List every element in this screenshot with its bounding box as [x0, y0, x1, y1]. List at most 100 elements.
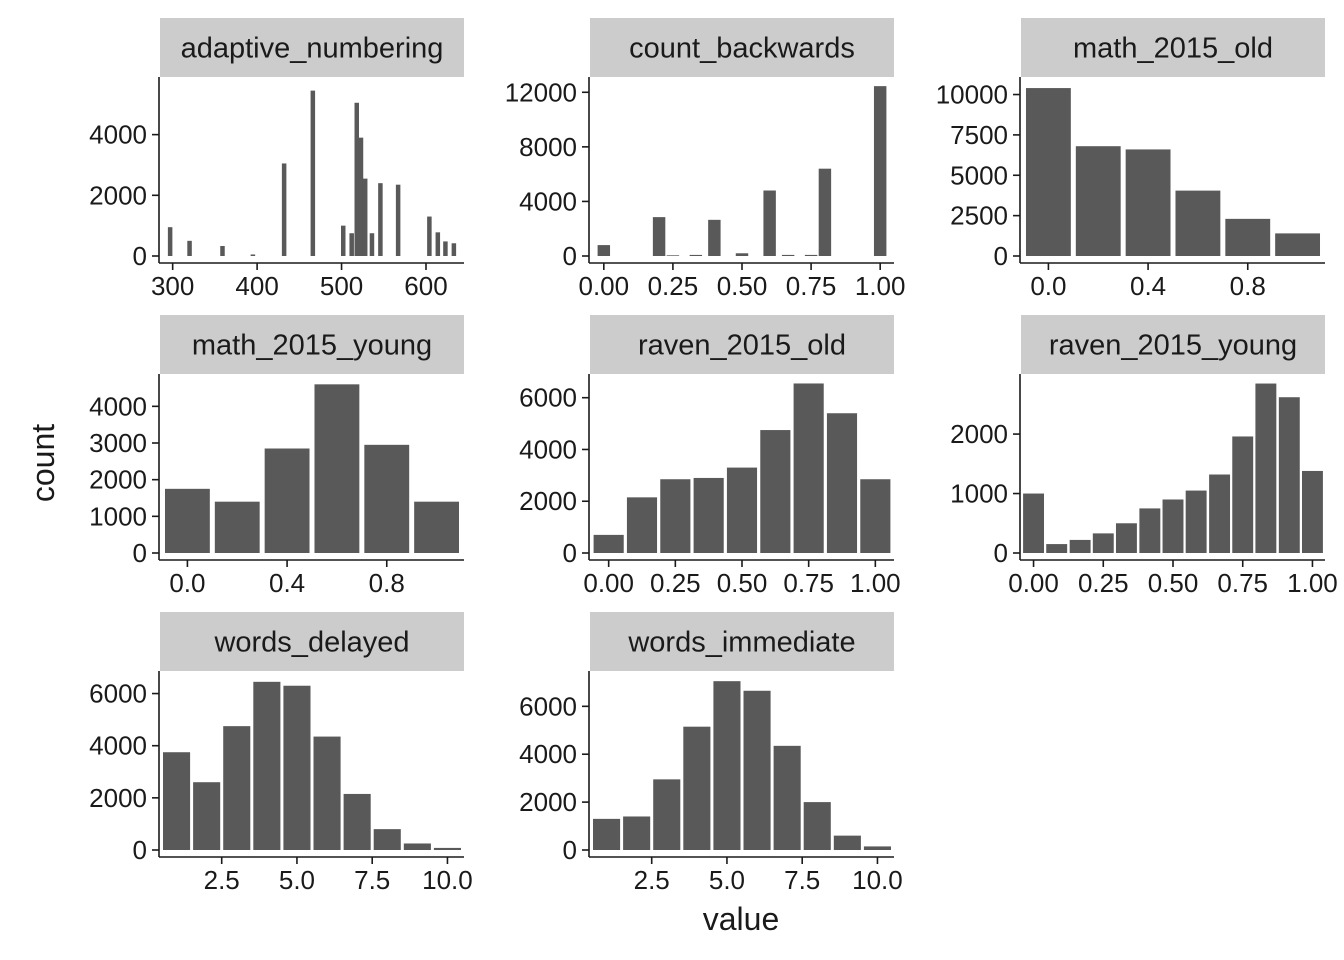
bar: [873, 86, 887, 256]
bar: [713, 681, 741, 850]
y-tick-label: 2500: [950, 201, 1008, 231]
panel-words_delayed: words_delayed 0 2000 4000 6000 2.5 5.0 7.5 10.0: [89, 612, 473, 895]
bar: [1255, 383, 1277, 553]
bar: [283, 685, 311, 850]
x-tick-label: 7.5: [354, 865, 390, 895]
bar: [735, 253, 749, 256]
bar: [443, 241, 448, 256]
bar: [167, 227, 173, 256]
bar: [860, 479, 891, 553]
y-tick-label: 0: [994, 538, 1008, 568]
bar: [163, 752, 191, 850]
bar: [358, 137, 364, 256]
bar: [597, 245, 611, 256]
y-tick-label: 2000: [89, 465, 147, 495]
strip-bg: [160, 18, 464, 77]
bar: [1046, 544, 1068, 553]
x-tick-label: 0.0: [169, 568, 205, 598]
bar: [364, 444, 410, 553]
bar: [763, 190, 776, 256]
x-tick-label: 10.0: [422, 865, 473, 895]
x-tick-label: 0.25: [650, 568, 701, 598]
panel-math_2015_old: math_2015_old 0 2500 5000 7500 10000 0.0 0.4 0.8: [936, 18, 1325, 301]
panel-math_2015_young: math_2015_young 0 1000 2000 3000 4000 0.0 0.4 0.…: [89, 315, 464, 598]
strip-label: words_immediate: [627, 627, 855, 659]
bar: [349, 233, 354, 256]
x-tick-label: 0.4: [269, 568, 305, 598]
bar: [826, 413, 858, 553]
strip-label: raven_2015_old: [638, 330, 846, 362]
panel-words_immediate: words_immediate 0 2000 4000 6000 2.5 5.0 7.5 10.…: [519, 612, 903, 895]
bar: [593, 534, 624, 553]
bar: [354, 102, 360, 256]
y-tick-label: 2000: [519, 486, 577, 516]
bar: [1125, 149, 1171, 256]
bar: [1185, 490, 1207, 553]
y-tick-label: 0: [133, 538, 147, 568]
bar: [343, 793, 371, 850]
y-tick-label: 0: [133, 241, 147, 271]
bar: [264, 448, 310, 553]
bar: [708, 219, 721, 256]
strip-label: count_backwards: [629, 33, 855, 65]
bar: [414, 501, 460, 553]
y-tick-label: 6000: [519, 383, 577, 413]
bar: [626, 497, 658, 553]
bar: [220, 245, 225, 256]
bar: [781, 254, 795, 256]
y-tick-label: 8000: [519, 132, 577, 162]
bar: [743, 690, 771, 850]
x-tick-label: 0.25: [648, 271, 699, 301]
x-tick-label: 0.8: [1230, 271, 1266, 301]
bar: [818, 168, 832, 256]
x-tick-label: 5.0: [709, 865, 745, 895]
bar: [652, 217, 666, 256]
x-tick-label: 0.4: [1130, 271, 1166, 301]
strip-label: math_2015_old: [1073, 33, 1273, 65]
bar: [373, 829, 401, 850]
bar: [310, 90, 316, 257]
x-tick-label: 1.00: [1287, 568, 1338, 598]
bar: [187, 240, 192, 256]
bar: [833, 835, 861, 850]
bar: [1301, 470, 1323, 553]
x-tick-label: 5.0: [279, 865, 315, 895]
panels-layer: adaptive_numbering 0 2000 4000 300 400 500 600 c…: [89, 18, 1338, 895]
bar: [666, 255, 680, 256]
panel-raven_2015_old: raven_2015_old 0 2000 4000 6000 0.00 0.25 0.50 0…: [519, 315, 901, 598]
bar: [653, 779, 681, 850]
y-tick-label: 0: [563, 241, 577, 271]
bar: [1023, 493, 1045, 553]
y-tick-label: 3000: [89, 428, 147, 458]
y-tick-label: 4000: [89, 391, 147, 421]
bar: [369, 233, 375, 256]
bar: [1209, 474, 1231, 553]
strip-label: raven_2015_young: [1049, 330, 1297, 362]
y-tick-label: 2000: [519, 787, 577, 817]
bar: [1069, 539, 1091, 553]
strip-label: adaptive_numbering: [181, 33, 444, 65]
strip-bg: [1021, 315, 1325, 374]
bar: [623, 816, 651, 850]
bar: [433, 847, 461, 850]
y-tick-label: 6000: [89, 679, 147, 709]
bar: [693, 477, 724, 553]
x-tick-label: 0.0: [1030, 271, 1066, 301]
y-tick-label: 7500: [950, 120, 1008, 150]
x-tick-label: 0.50: [717, 568, 768, 598]
bar: [1115, 523, 1137, 553]
strip-bg: [160, 315, 464, 374]
bar: [451, 243, 457, 256]
y-tick-label: 0: [563, 538, 577, 568]
x-tick-label: 2.5: [204, 865, 240, 895]
panel-adaptive_numbering: adaptive_numbering 0 2000 4000 300 400 500 600: [89, 18, 464, 301]
x-tick-label: 2.5: [634, 865, 670, 895]
bar: [362, 178, 368, 256]
bar: [313, 736, 341, 850]
y-axis-title: count: [25, 424, 61, 502]
x-axis-title: value: [703, 901, 780, 937]
x-tick-label: 7.5: [784, 865, 820, 895]
x-tick-label: 0.75: [1217, 568, 1268, 598]
bar: [1092, 533, 1114, 553]
bar: [395, 184, 401, 256]
